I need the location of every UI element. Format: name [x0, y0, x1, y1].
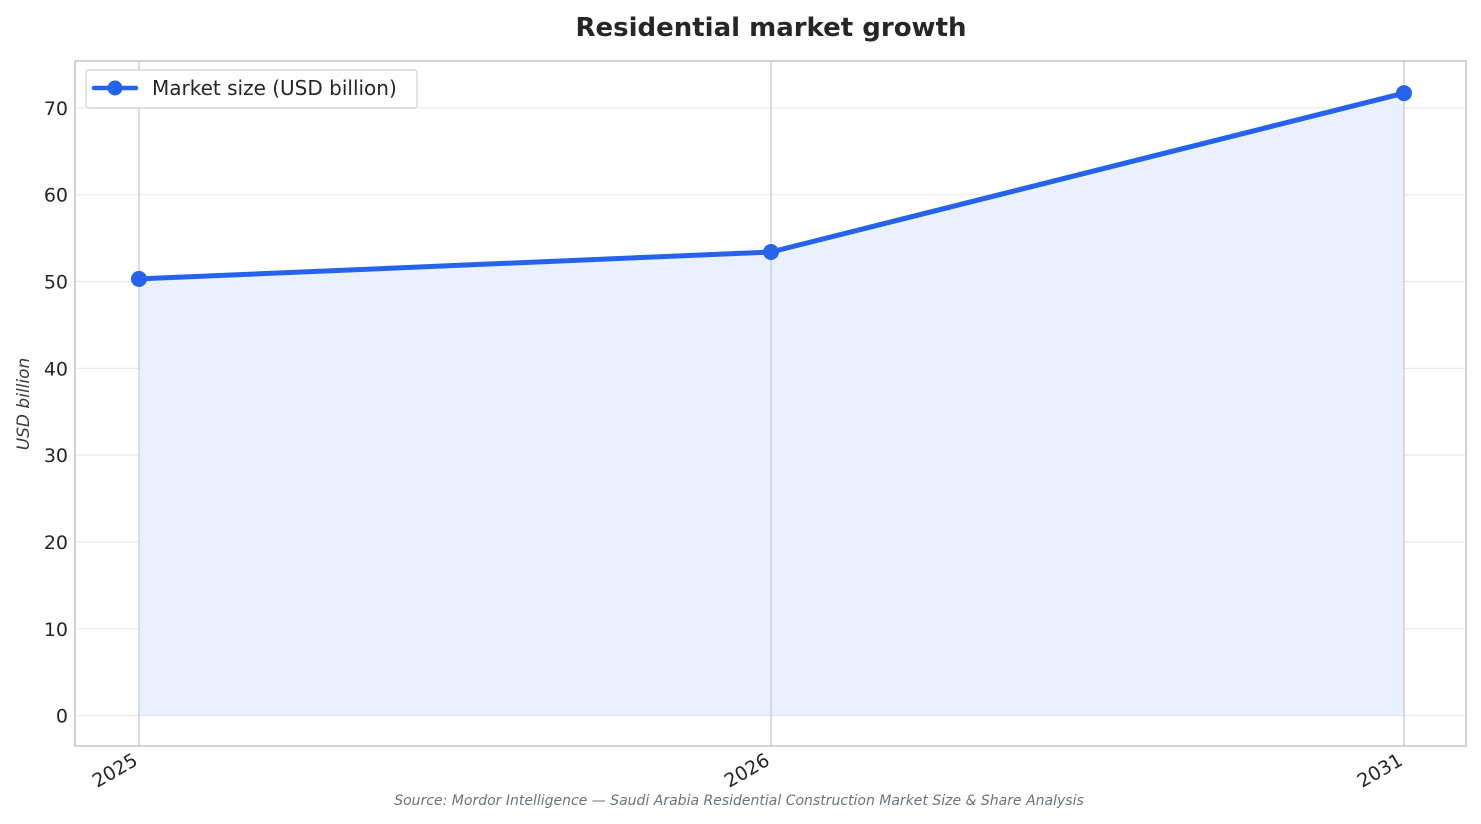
y-tick-label: 10: [44, 619, 68, 641]
legend-box: [85, 69, 418, 109]
x-tick-label: 2026: [721, 749, 774, 792]
chart-title: Residential market growth: [575, 13, 966, 43]
y-axis-label: USD billion: [14, 358, 34, 451]
x-tick-label: 2031: [1354, 749, 1407, 792]
x-tick-label: 2025: [89, 749, 142, 792]
data-point: [1396, 85, 1412, 102]
y-tick-label: 20: [44, 532, 68, 554]
vgrid-layer: [138, 61, 1405, 746]
ytick-layer: 0 10 20 30 40 50 60 70: [44, 98, 68, 728]
legend-swatch-marker: [107, 80, 123, 96]
plot-frame: [74, 60, 1467, 747]
y-tick-label: 50: [44, 272, 68, 294]
data-point: [131, 270, 147, 287]
y-tick-label: 60: [44, 185, 68, 207]
legend: Market size (USD billion): [85, 69, 418, 109]
source-note: Source: Mordor Intelligence — Saudi Arab…: [394, 793, 1084, 809]
data-point: [763, 244, 779, 261]
y-tick-label: 40: [44, 358, 68, 380]
y-tick-label: 0: [56, 706, 68, 728]
y-tick-label: 70: [44, 98, 68, 120]
y-tick-label: 30: [44, 445, 68, 467]
xtick-layer: 2025 2026 2031: [89, 749, 1407, 792]
legend-label: Market size (USD billion): [152, 76, 397, 100]
marker-layer: [131, 85, 1412, 287]
